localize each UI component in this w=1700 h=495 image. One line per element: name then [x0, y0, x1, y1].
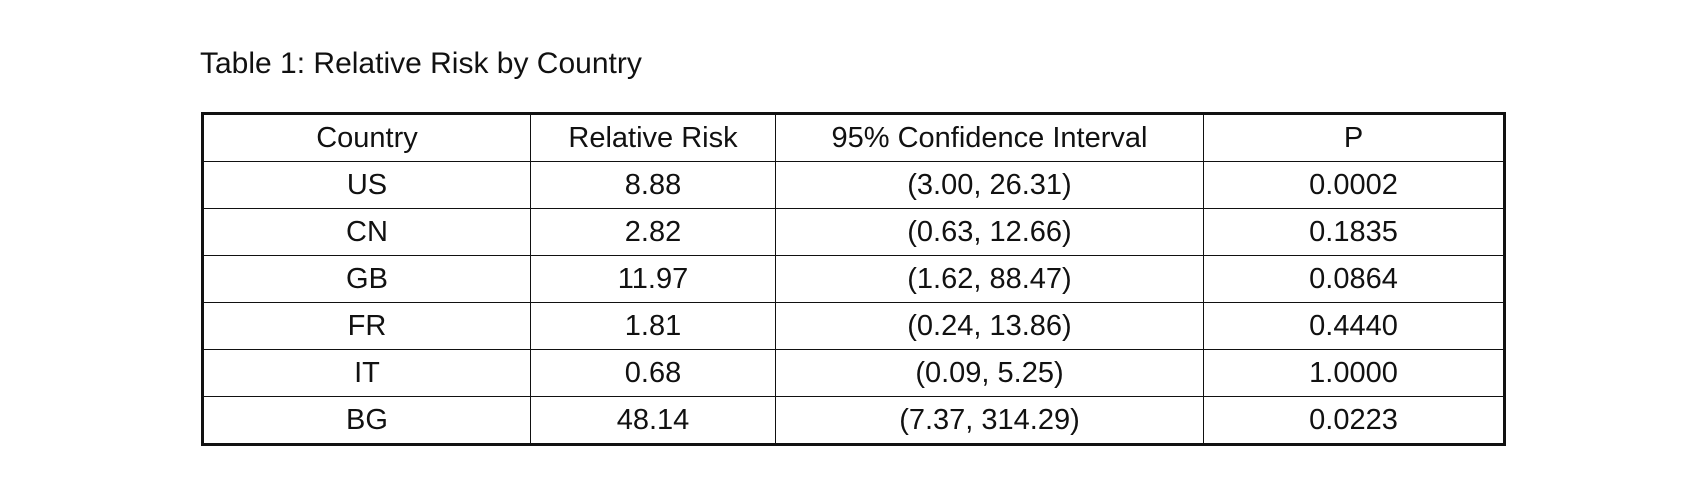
cell-relative-risk: 0.68: [530, 349, 776, 397]
table-row: US 8.88 (3.00, 26.31) 0.0002: [202, 161, 1505, 209]
cell-p: 1.0000: [1203, 349, 1505, 397]
table-container: Country Relative Risk 95% Confidence Int…: [201, 112, 1506, 446]
cell-confidence-interval: (0.63, 12.66): [775, 208, 1204, 256]
table-row: BG 48.14 (7.37, 314.29) 0.0223: [202, 396, 1505, 445]
table-caption: Table 1: Relative Risk by Country: [200, 47, 642, 80]
cell-relative-risk: 1.81: [530, 302, 776, 350]
cell-relative-risk: 48.14: [530, 396, 776, 445]
table-row: FR 1.81 (0.24, 13.86) 0.4440: [202, 302, 1505, 350]
cell-confidence-interval: (1.62, 88.47): [775, 255, 1204, 303]
cell-p: 0.0864: [1203, 255, 1505, 303]
cell-relative-risk: 2.82: [530, 208, 776, 256]
table-row: GB 11.97 (1.62, 88.47) 0.0864: [202, 255, 1505, 303]
cell-p: 0.0002: [1203, 161, 1505, 209]
cell-country: FR: [202, 302, 531, 350]
cell-relative-risk: 8.88: [530, 161, 776, 209]
cell-p: 0.1835: [1203, 208, 1505, 256]
header-confidence-interval: 95% Confidence Interval: [775, 113, 1204, 162]
cell-confidence-interval: (3.00, 26.31): [775, 161, 1204, 209]
cell-country: BG: [202, 396, 531, 445]
header-country: Country: [202, 113, 531, 162]
cell-p: 0.0223: [1203, 396, 1505, 445]
cell-country: CN: [202, 208, 531, 256]
cell-confidence-interval: (0.24, 13.86): [775, 302, 1204, 350]
cell-confidence-interval: (7.37, 314.29): [775, 396, 1204, 445]
table-header-row: Country Relative Risk 95% Confidence Int…: [202, 113, 1505, 162]
table-row: IT 0.68 (0.09, 5.25) 1.0000: [202, 349, 1505, 397]
cell-confidence-interval: (0.09, 5.25): [775, 349, 1204, 397]
header-relative-risk: Relative Risk: [530, 113, 776, 162]
cell-country: GB: [202, 255, 531, 303]
cell-country: US: [202, 161, 531, 209]
table-row: CN 2.82 (0.63, 12.66) 0.1835: [202, 208, 1505, 256]
cell-p: 0.4440: [1203, 302, 1505, 350]
cell-relative-risk: 11.97: [530, 255, 776, 303]
cell-country: IT: [202, 349, 531, 397]
relative-risk-table: Country Relative Risk 95% Confidence Int…: [201, 112, 1506, 446]
header-p: P: [1203, 113, 1505, 162]
